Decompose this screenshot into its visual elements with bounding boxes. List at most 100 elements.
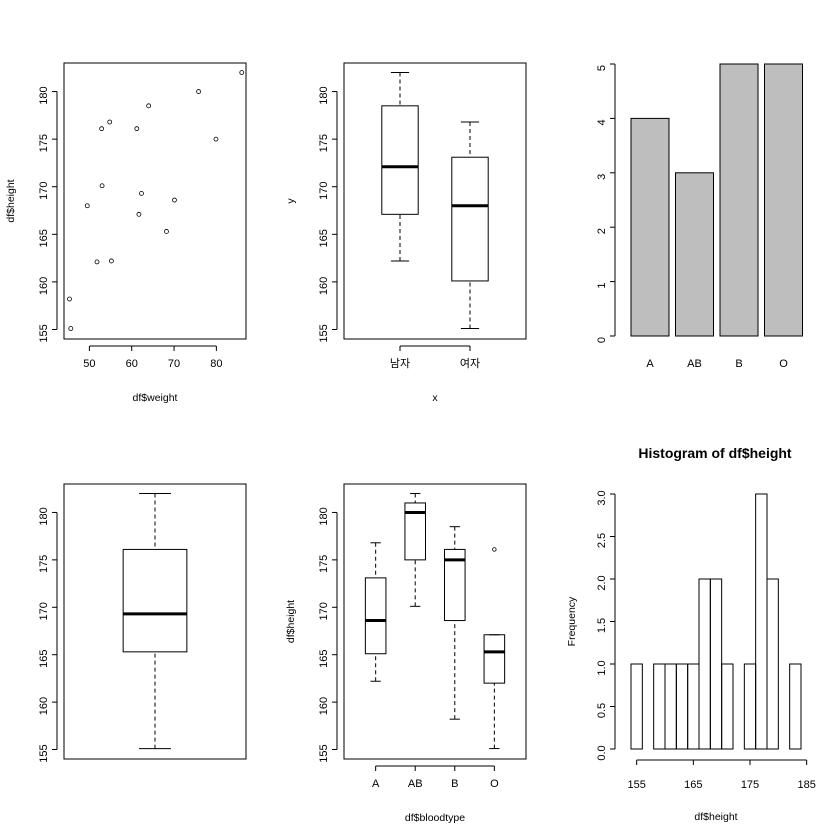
scatter-y-tick-label: 180	[38, 86, 50, 104]
bloodtype-boxplot-y-tick-label: 180	[318, 507, 330, 525]
sex-boxplot-x-tick-label: 여자	[460, 357, 480, 370]
scatter-point	[134, 126, 140, 132]
sex-boxplot-box	[451, 156, 489, 282]
bloodtype-boxplot-y-tick-label: 170	[318, 602, 330, 620]
scatter-x-tick-label: 60	[126, 358, 138, 370]
histogram-y-tick-label: 0.5	[596, 703, 608, 718]
histogram-bar	[755, 493, 768, 750]
bloodtype-bar-y-tick-label: 4	[596, 119, 608, 125]
scatter-x-tick-label: 50	[83, 358, 95, 370]
scatter-y-tick-label: 175	[38, 134, 50, 152]
histogram-bar	[664, 663, 677, 750]
bloodtype-bar-x-tick-label: B	[735, 358, 742, 370]
scatter-x-tick-label: 80	[210, 358, 222, 370]
bloodtype-bar-bar	[630, 117, 670, 337]
histogram-title: Histogram of df$height	[638, 445, 792, 461]
bloodtype-boxplot-box	[483, 634, 506, 684]
scatter-point	[99, 183, 105, 189]
sex-boxplot-y-tick-label: 175	[318, 134, 330, 152]
sex-boxplot-x-tick-label: 남자	[390, 357, 410, 370]
height-boxplot-y-tick-label: 175	[38, 555, 50, 573]
scatter-point	[107, 119, 113, 125]
bloodtype-boxplot-box	[364, 577, 387, 655]
sex-boxplot-y-axis-label: y	[285, 198, 297, 204]
scatter-y-tick-label: 170	[38, 182, 50, 200]
histogram-x-axis-label: df$height	[694, 811, 737, 823]
scatter-point	[84, 203, 90, 209]
scatter-point	[164, 229, 169, 234]
scatter-point	[239, 70, 245, 75]
scatter-point	[68, 326, 74, 331]
bloodtype-bar-x-tick-label: AB	[687, 358, 702, 370]
scatter-point	[99, 126, 105, 132]
scatter-point	[172, 197, 177, 203]
height-boxplot-y-tick-label: 180	[38, 507, 50, 525]
bloodtype-bar-y-tick-label: 1	[596, 283, 608, 289]
histogram-y-tick-label: 3.0	[596, 490, 608, 505]
bloodtype-boxplot-x-tick-label: B	[451, 778, 458, 790]
bloodtype-bar-y-tick-label: 3	[596, 174, 608, 180]
height-boxplot-y-tick-label: 160	[38, 697, 50, 715]
sex-boxplot-y-tick-label: 155	[318, 324, 330, 342]
bloodtype-bar-y-tick-label: 5	[596, 65, 608, 71]
bloodtype-bar-bar	[764, 63, 803, 337]
histogram-bar	[789, 663, 802, 750]
sex-boxplot-x-axis-label: x	[432, 392, 438, 404]
bloodtype-bar-bar	[719, 63, 759, 337]
scatter-x-axis-label: df$weight	[133, 392, 178, 404]
sex-boxplot-box	[381, 105, 419, 215]
histogram-bar	[630, 663, 643, 750]
sex-boxplot-y-tick-label: 165	[318, 229, 330, 247]
bloodtype-boxplot-x-tick-label: AB	[408, 778, 423, 790]
scatter-point	[109, 258, 114, 264]
bloodtype-bar-bar	[675, 172, 714, 337]
histogram-bar	[653, 663, 666, 750]
height-boxplot-y-tick-label: 155	[38, 744, 50, 762]
scatter-y-tick-label: 165	[38, 229, 50, 247]
bloodtype-bar-x-tick-label: O	[779, 358, 788, 370]
bloodtype-boxplot-y-tick-label: 165	[318, 650, 330, 668]
bloodtype-bar-x-tick-label: A	[646, 358, 654, 370]
sex-boxplot-y-tick-label: 160	[318, 277, 330, 295]
bloodtype-boxplot-x-tick-label: A	[372, 778, 380, 790]
histogram-x-tick-label: 165	[684, 779, 702, 791]
histogram-y-tick-label: 2.5	[596, 533, 608, 548]
height-boxplot-plot-frame	[63, 483, 247, 760]
bloodtype-bar-y-tick-label: 2	[596, 228, 608, 234]
bloodtype-boxplot-y-tick-label: 155	[318, 744, 330, 762]
histogram-bar	[698, 578, 711, 750]
bloodtype-boxplot-box	[404, 502, 427, 561]
histogram-bar	[709, 578, 723, 750]
histogram-y-axis-label: Frequency	[566, 596, 578, 646]
scatter-point	[213, 136, 219, 142]
histogram-bar	[675, 663, 689, 750]
histogram-y-tick-label: 2.0	[596, 575, 608, 590]
histogram-y-tick-label: 1.0	[596, 660, 608, 675]
histogram-bar	[721, 663, 734, 750]
scatter-y-tick-label: 160	[38, 277, 50, 295]
bloodtype-boxplot-x-tick-label: O	[490, 778, 499, 790]
bloodtype-boxplot-x-axis-label: df$bloodtype	[405, 812, 465, 824]
scatter-point	[67, 296, 72, 302]
scatter-y-axis-label: df$height	[5, 179, 17, 222]
histogram-y-tick-label: 0.0	[596, 745, 608, 760]
histogram-bar	[766, 578, 779, 750]
histogram-bar	[743, 663, 757, 750]
bloodtype-boxplot-plot-frame	[343, 483, 527, 760]
scatter-point	[139, 190, 144, 196]
height-boxplot-box	[122, 548, 188, 653]
sex-boxplot-plot-frame	[343, 62, 527, 340]
height-boxplot-y-tick-label: 170	[38, 602, 50, 620]
histogram-x-tick-label: 155	[627, 779, 645, 791]
sex-boxplot-y-tick-label: 170	[318, 182, 330, 200]
scatter-point	[94, 259, 100, 265]
histogram-x-tick-label: 185	[797, 779, 815, 791]
histogram-bar	[687, 663, 700, 750]
sex-boxplot-y-tick-label: 180	[318, 86, 330, 104]
scatter-plot-frame	[63, 62, 247, 340]
scatter-x-tick-label: 70	[168, 358, 180, 370]
bloodtype-boxplot-box	[443, 548, 466, 622]
bloodtype-boxplot-outlier-point	[492, 547, 497, 552]
histogram-y-tick-label: 1.5	[596, 618, 608, 633]
